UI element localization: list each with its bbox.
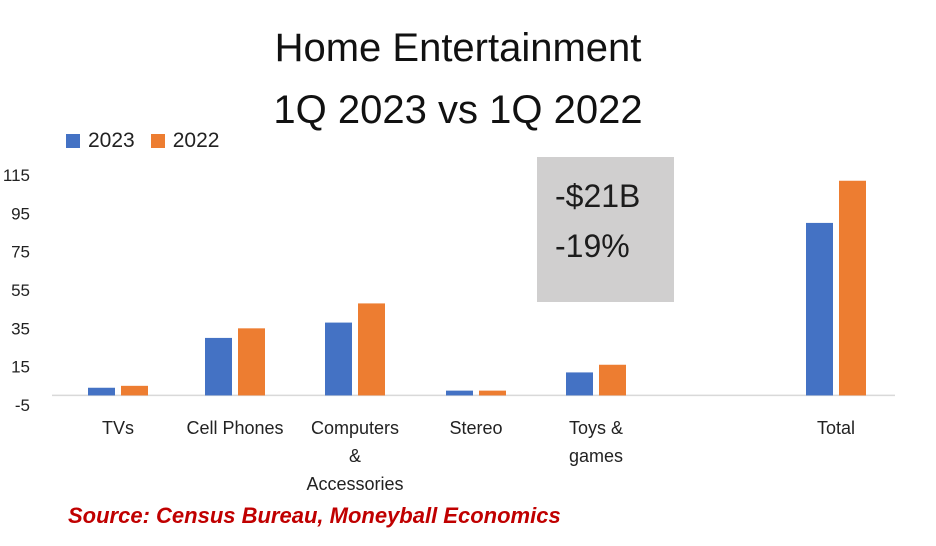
y-tick-label: 55	[11, 281, 30, 300]
x-tick-label: TVs	[102, 418, 134, 438]
y-tick-label: 75	[11, 243, 30, 262]
bar-2023-1	[205, 337, 232, 396]
x-tick-label: Computers	[311, 418, 399, 438]
chart-subtitle: 1Q 2023 vs 1Q 2022	[273, 88, 643, 132]
legend-label-2022: 2022	[172, 129, 220, 152]
legend-item-2022: 2022	[150, 129, 220, 153]
bar-2023-4	[566, 372, 593, 396]
x-tick-label: games	[569, 446, 623, 466]
bar-2022-2	[358, 303, 385, 396]
bar-2022-0	[121, 385, 148, 396]
x-tick-label: Toys &	[569, 418, 623, 438]
legend: 2023 2022	[66, 129, 235, 153]
chart-title: Home Entertainment	[274, 26, 642, 70]
bar-2023-5	[806, 222, 833, 396]
x-tick-label: Accessories	[306, 474, 403, 494]
annotation-percent: -19%	[555, 228, 630, 264]
y-tick-label: 115	[3, 166, 30, 185]
y-tick-label: -5	[15, 396, 30, 415]
x-tick-label: Total	[817, 418, 855, 438]
y-tick-label: 35	[11, 319, 30, 338]
source-note: Source: Census Bureau, Moneyball Economi…	[68, 503, 561, 528]
x-tick-label: Cell Phones	[186, 418, 283, 438]
legend-swatch-2023	[66, 134, 80, 148]
legend-label-2023: 2023	[88, 129, 135, 152]
annotation-amount: -$21B	[555, 178, 641, 214]
legend-swatch-2022	[150, 134, 165, 148]
y-tick-label: 15	[11, 358, 30, 377]
x-tick-label: &	[349, 446, 361, 466]
legend-item-2023: 2023	[66, 129, 135, 153]
bar-2022-3	[479, 390, 506, 396]
y-tick-label: 95	[11, 204, 30, 223]
bar-2023-3	[446, 390, 473, 396]
bar-2022-4	[599, 364, 626, 396]
bar-2023-0	[88, 387, 115, 396]
bar-2023-2	[325, 322, 352, 396]
bar-2022-1	[238, 328, 265, 396]
annotation-box: -$21B -19%	[537, 157, 674, 302]
x-tick-label: Stereo	[449, 418, 502, 438]
bar-2022-5	[839, 180, 866, 396]
